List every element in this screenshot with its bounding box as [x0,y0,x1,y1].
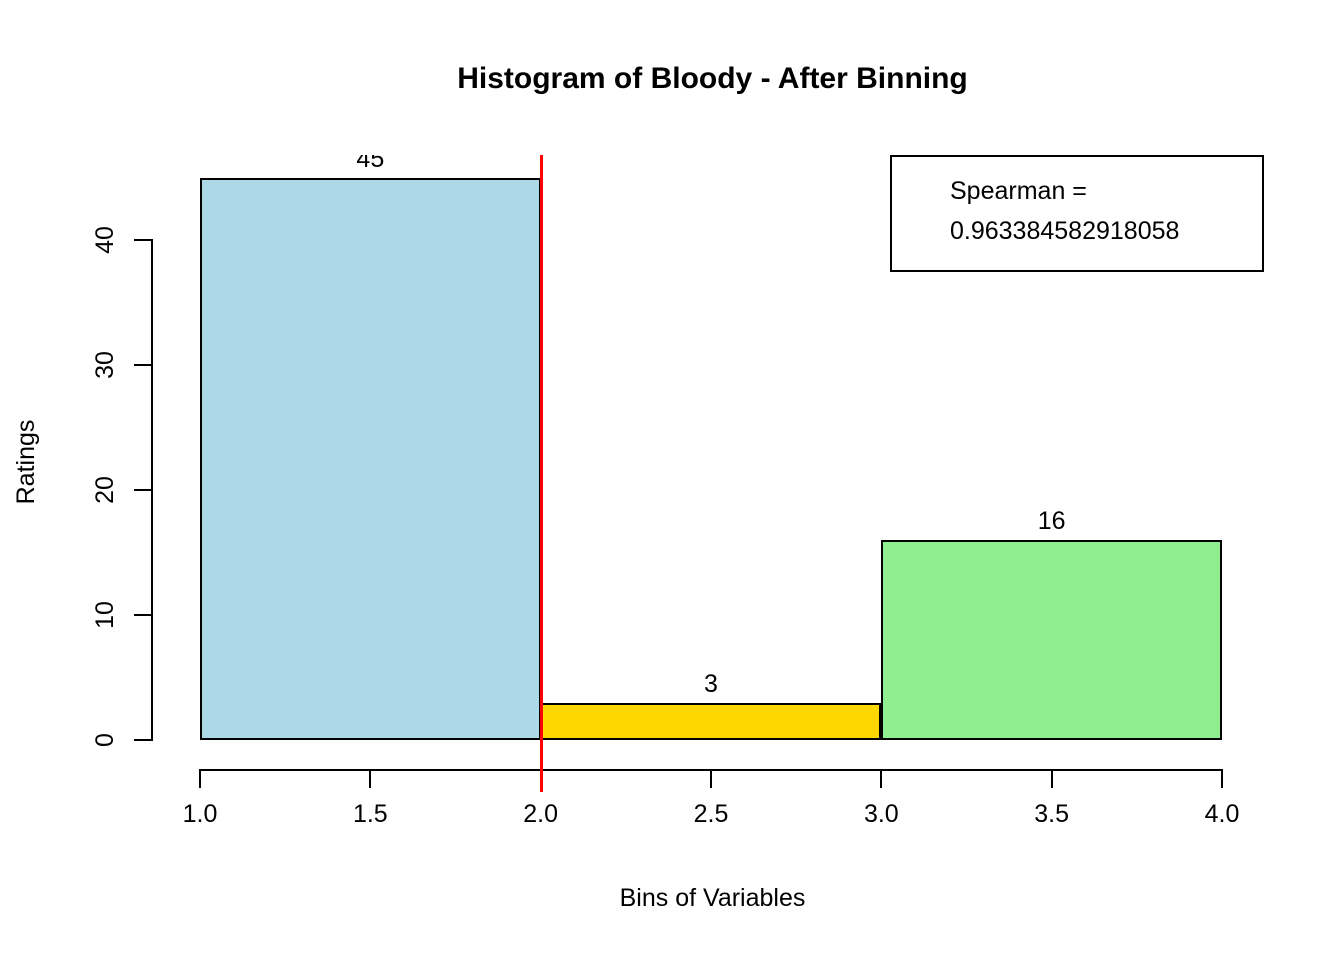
x-tick [369,770,372,788]
histogram-bar [881,540,1222,740]
x-tick [1050,770,1053,788]
x-tick-label: 1.0 [182,800,218,828]
x-tick-label: 3.5 [1034,800,1070,828]
y-tick-label: 0 [91,733,119,747]
x-axis-label: Bins of Variables [619,884,806,912]
bar-value-label: 16 [1037,507,1066,535]
x-tick-label: 3.0 [863,800,899,828]
legend-text-line1: Spearman = [950,177,1087,205]
y-tick [134,239,152,241]
x-tick-label: 2.5 [693,800,729,828]
y-axis-line [151,239,153,741]
y-tick [134,739,152,741]
y-tick [134,614,152,616]
y-tick-label: 20 [91,476,119,504]
x-tick [880,770,883,788]
x-tick-label: 2.0 [523,800,559,828]
y-tick [134,364,152,366]
y-tick-label: 40 [91,226,119,254]
y-tick-label: 30 [91,351,119,379]
chart-title: Histogram of Bloody - After Binning [457,62,968,95]
bar-value-label: 45 [356,155,385,173]
legend-text-line2: 0.963384582918058 [950,217,1180,245]
x-tick-label: 1.5 [352,800,388,828]
x-tick [199,770,201,788]
x-tick [1221,770,1223,788]
y-tick-label: 10 [91,601,119,629]
x-tick-label: 4.0 [1204,800,1240,828]
plot-clip-region: 45 3 16 [155,155,1268,792]
x-tick [710,770,712,788]
y-tick [134,489,152,491]
legend-box: Spearman = 0.963384582918058 [890,155,1264,272]
reference-line [539,155,543,792]
bar-value-label: 3 [704,669,718,698]
